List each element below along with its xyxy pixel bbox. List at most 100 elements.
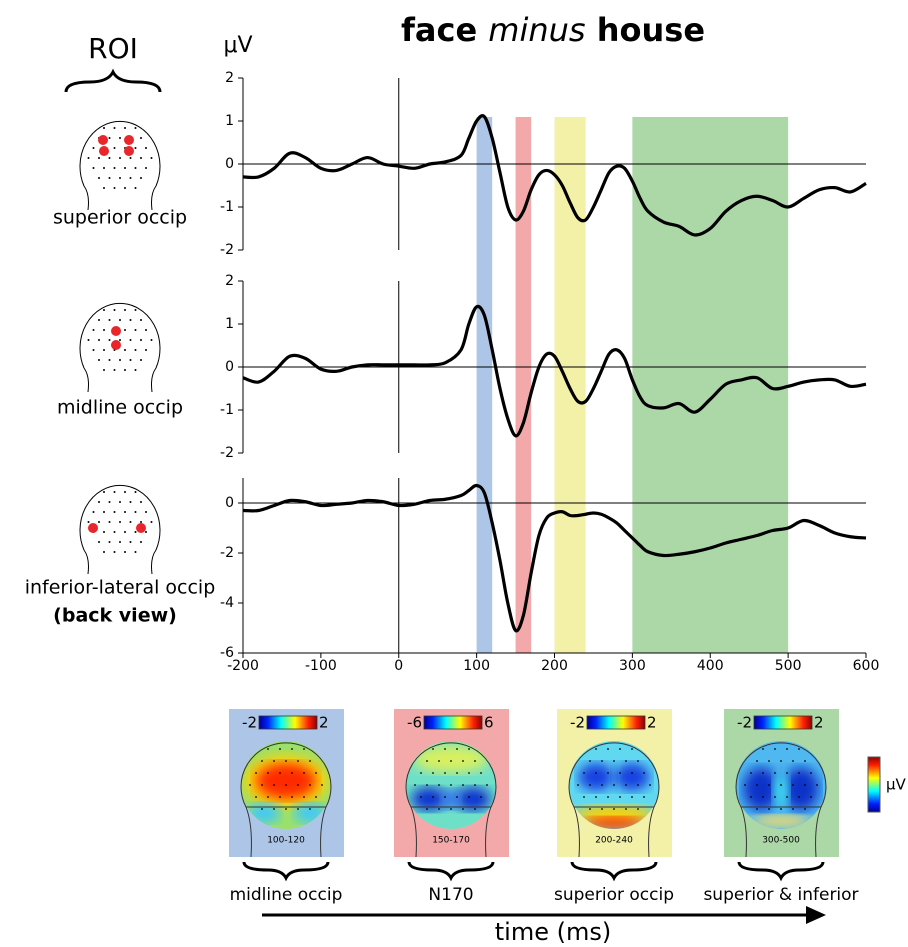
- electrode: [816, 784, 818, 786]
- electrode: [643, 796, 645, 798]
- electrode: [267, 772, 269, 774]
- x-tick-label: 600: [853, 658, 880, 674]
- electrode: [786, 772, 788, 774]
- electrode: [768, 808, 770, 810]
- electrode: [432, 772, 434, 774]
- electrode: [468, 796, 470, 798]
- electrode: [450, 784, 452, 786]
- electrode: [601, 760, 603, 762]
- y-tick-label: -2: [220, 545, 234, 561]
- electrode: [119, 137, 121, 139]
- electrode: [291, 796, 293, 798]
- roi-electrode: [99, 146, 109, 156]
- electrode: [607, 748, 609, 750]
- electrode: [450, 760, 452, 762]
- electrode: [792, 760, 794, 762]
- electrode: [98, 157, 100, 159]
- y-tick-label: 1: [225, 113, 234, 129]
- electrode: [114, 127, 116, 129]
- electrode: [468, 748, 470, 750]
- x-tick-label: 0: [394, 658, 403, 674]
- electrode: [98, 521, 100, 523]
- x-axis-title: time (ms): [495, 918, 611, 946]
- electrode: [145, 329, 147, 331]
- electrode: [438, 760, 440, 762]
- electrode: [474, 784, 476, 786]
- electrode: [462, 760, 464, 762]
- chart-title: face minus house: [401, 11, 705, 49]
- electrode: [267, 796, 269, 798]
- electrode: [474, 760, 476, 762]
- y-tick-label: 0: [225, 156, 234, 172]
- electrode: [114, 551, 116, 553]
- electrode: [114, 187, 116, 189]
- y-tick-label: -2: [220, 242, 234, 258]
- electrode: [135, 127, 137, 129]
- brace: [244, 862, 328, 878]
- electrode: [637, 760, 639, 762]
- electrode: [583, 796, 585, 798]
- electrode: [109, 177, 111, 179]
- electrode: [119, 541, 121, 543]
- brace: [409, 862, 493, 878]
- electrode: [414, 784, 416, 786]
- electrode: [145, 167, 147, 169]
- electrode: [462, 784, 464, 786]
- electrode: [130, 177, 132, 179]
- y-tick-label: 2: [225, 70, 234, 86]
- electrode: [297, 808, 299, 810]
- electrode: [124, 491, 126, 493]
- y-tick-label: 1: [225, 316, 234, 332]
- electrode: [462, 808, 464, 810]
- electrode: [762, 772, 764, 774]
- electrode: [135, 551, 137, 553]
- electrode: [273, 760, 275, 762]
- electrode: [103, 329, 105, 331]
- electrode: [93, 147, 95, 149]
- colorbar-unit: μV: [886, 776, 907, 794]
- electrode: [637, 784, 639, 786]
- electrode: [798, 748, 800, 750]
- y-tick-label: 0: [225, 359, 234, 375]
- electrode: [135, 491, 137, 493]
- electrode: [786, 796, 788, 798]
- electrode: [151, 157, 153, 159]
- electrode: [291, 772, 293, 774]
- roi-label: inferior-lateral occip: [25, 577, 216, 599]
- scale-min: -2: [242, 714, 257, 732]
- scale-max: 6: [484, 714, 494, 732]
- electrode: [649, 784, 651, 786]
- electrode: [140, 521, 142, 523]
- electrode: [804, 760, 806, 762]
- electrode: [450, 808, 452, 810]
- electrode: [135, 147, 137, 149]
- electrode: [768, 760, 770, 762]
- electrode: [103, 167, 105, 169]
- electrode: [804, 784, 806, 786]
- electrode: [444, 796, 446, 798]
- electrode: [98, 319, 100, 321]
- electrode: [613, 760, 615, 762]
- roi-electrode: [88, 523, 98, 533]
- electrode: [309, 784, 311, 786]
- electrode: [103, 309, 105, 311]
- x-tick-label: 500: [775, 658, 802, 674]
- x-tick-label: 100: [463, 658, 490, 674]
- brace: [66, 72, 160, 92]
- electrode: [625, 784, 627, 786]
- head-outline: [80, 121, 160, 210]
- electrode: [438, 808, 440, 810]
- electrode: [756, 784, 758, 786]
- electrode: [631, 772, 633, 774]
- time-window: [477, 117, 493, 653]
- electrode: [474, 808, 476, 810]
- electrode: [480, 796, 482, 798]
- electrode: [309, 760, 311, 762]
- electrode: [444, 772, 446, 774]
- x-tick-label: -200: [227, 658, 259, 674]
- scale-max: 2: [814, 714, 824, 732]
- electrode: [124, 531, 126, 533]
- electrode: [124, 167, 126, 169]
- electrode: [273, 808, 275, 810]
- window-label: 100-120: [267, 836, 305, 846]
